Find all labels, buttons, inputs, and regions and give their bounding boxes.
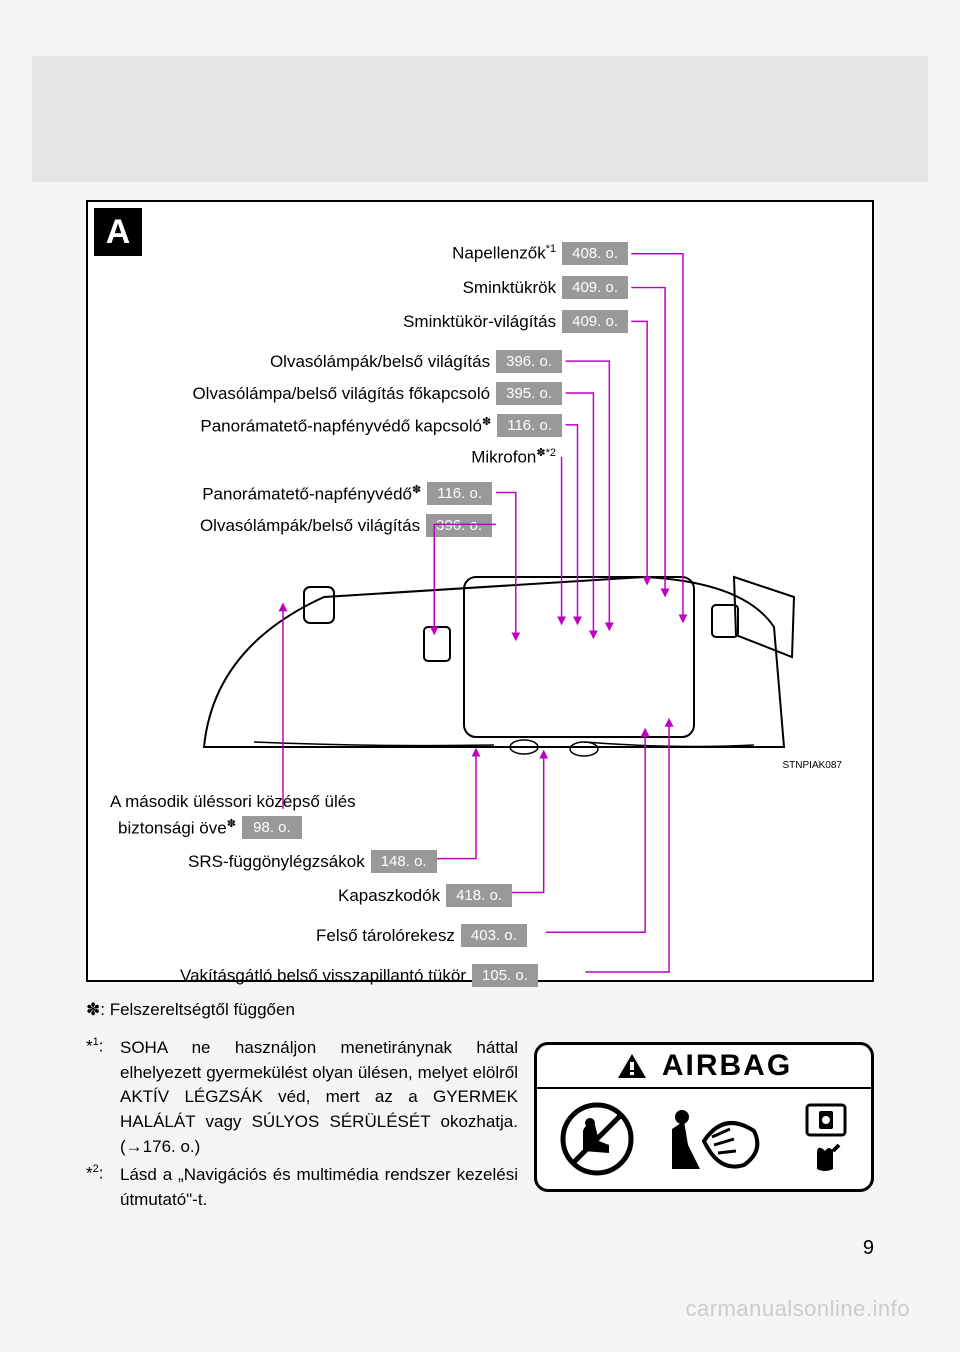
- page-ref: 409. o.: [562, 310, 628, 333]
- illustration-code: STNPIAK087: [783, 760, 842, 771]
- callout-label: Sminktükör-világítás: [403, 312, 556, 332]
- page-ref: 105. o.: [472, 964, 538, 987]
- callout-label: Olvasólámpa/belső világítás főkapcsoló: [192, 384, 490, 404]
- roof-illustration: [174, 547, 804, 777]
- page-ref: 403. o.: [461, 924, 527, 947]
- page-ref: 408. o.: [562, 242, 628, 265]
- callout-label: Sminktükrök: [463, 278, 557, 298]
- callout-row: SRS-függönylégzsákok 148. o.: [188, 850, 437, 873]
- callout-row: Vakításgátló belső visszapillantó tükör …: [180, 964, 538, 987]
- callout-row: Panorámatető-napfényvédő kapcsoló✽ 116. …: [200, 414, 562, 437]
- callout-row: Sminktükör-világítás 409. o.: [403, 310, 628, 333]
- callout-row: Olvasólámpák/belső világítás 396. o.: [270, 350, 562, 373]
- section-letter: A: [94, 208, 142, 256]
- callout-label: Vakításgátló belső visszapillantó tükör: [180, 966, 466, 986]
- page-ref: 98. o.: [242, 816, 302, 839]
- callout-label: Panorámatető-napfényvédő kapcsoló✽: [200, 415, 491, 437]
- airbag-title: AIRBAG: [662, 1049, 792, 1083]
- footnote-marker: *2:: [86, 1163, 120, 1212]
- footnote-star: ✽: Felszereltségtől függően: [86, 1000, 874, 1020]
- callout-label: Kapaszkodók: [338, 886, 440, 906]
- airbag-icon-row: [537, 1089, 871, 1189]
- page-ref: 396. o.: [426, 514, 492, 537]
- page-ref: 395. o.: [496, 382, 562, 405]
- page-ref: 396. o.: [496, 350, 562, 373]
- callout-row: biztonsági öve✽ 98. o.: [118, 816, 302, 839]
- callout-label: Mikrofon✽*2: [471, 446, 556, 468]
- no-child-seat-icon: [559, 1101, 635, 1177]
- callout-label: Felső tárolórekesz: [316, 926, 455, 946]
- footnote-marker: *1:: [86, 1036, 120, 1159]
- callout-label: A második üléssori középső ülés: [110, 792, 356, 812]
- callout-row: Kapaszkodók 418. o.: [338, 884, 512, 907]
- callout-label: SRS-függönylégzsákok: [188, 852, 365, 872]
- callout-label: Panorámatető-napfényvédő✽: [202, 483, 421, 505]
- page-ref: 418. o.: [446, 884, 512, 907]
- callout-row: Sminktükrök 409. o.: [463, 276, 628, 299]
- callout-label: Napellenzők*1: [452, 243, 556, 264]
- diagram-container: A Napellenzők*1 408. o. Sminktükrök 409.…: [86, 200, 874, 982]
- callout-row: Napellenzők*1 408. o.: [452, 242, 628, 265]
- page-ref: 116. o.: [497, 414, 562, 437]
- callout-row: Panorámatető-napfényvédő✽ 116. o.: [202, 482, 492, 505]
- airbag-header: AIRBAG: [537, 1045, 871, 1089]
- watermark: carmanualsonline.info: [685, 1296, 910, 1322]
- airbag-deployment-icon: [664, 1101, 774, 1177]
- footnote-text: SOHA ne használjon menetiránynak háttal …: [120, 1036, 518, 1159]
- manual-icon: [803, 1101, 849, 1177]
- page-ref: 116. o.: [427, 482, 492, 505]
- warning-triangle-icon: [616, 1052, 648, 1080]
- callout-row: Olvasólámpa/belső világítás főkapcsoló 3…: [192, 382, 562, 405]
- header-band: [32, 56, 928, 182]
- callout-row: Felső tárolórekesz 403. o.: [316, 924, 527, 947]
- callout-label: biztonsági öve✽: [118, 817, 236, 839]
- airbag-warning-label: AIRBAG: [534, 1042, 874, 1192]
- callout-row: Olvasólámpák/belső világítás 396. o.: [200, 514, 492, 537]
- page-ref: 409. o.: [562, 276, 628, 299]
- footnote-text: Lásd a „Navigációs és multimédia rendsze…: [120, 1163, 518, 1212]
- callout-label: Olvasólámpák/belső világítás: [270, 352, 490, 372]
- callout-row: A második üléssori középső ülés: [110, 792, 362, 812]
- callout-label: Olvasólámpák/belső világítás: [200, 516, 420, 536]
- callout-row: Mikrofon✽*2: [471, 446, 562, 468]
- page-ref: 148. o.: [371, 850, 437, 873]
- page-number: 9: [863, 1237, 874, 1260]
